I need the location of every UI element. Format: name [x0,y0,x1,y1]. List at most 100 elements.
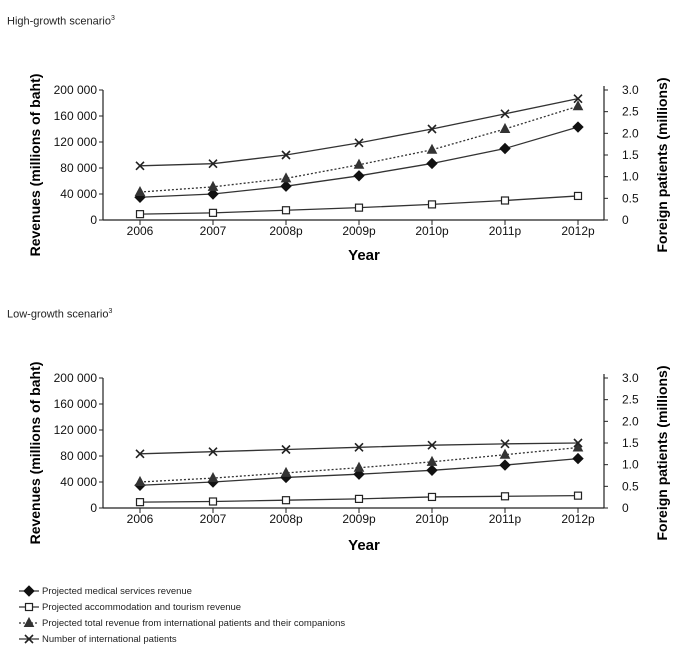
data-point [134,185,146,197]
legend-marker [23,616,35,627]
data-point [353,158,365,169]
data-point [354,494,364,503]
legend-label: Number of international patients [42,633,177,645]
data-point [353,461,365,472]
x-tick-label: 2010p [415,512,449,526]
y-tick-label: 0 [90,213,97,227]
data-point [281,150,291,160]
data-point [572,452,584,465]
legend-item: Projected medical services revenue [18,583,345,599]
data-point [500,492,510,501]
data-point [135,161,145,171]
y-tick-label: 200 000 [54,371,98,385]
data-point [426,464,438,477]
legend-item: Projected accommodation and tourism reve… [18,599,345,615]
series-0 [134,121,584,203]
x-tick-label: 2009p [342,224,376,238]
series-2 [134,441,584,486]
data-point [135,498,145,507]
series-1 [135,491,583,507]
x-tick-label: 2011p [489,224,522,238]
y-tick-label: 120 000 [54,135,98,149]
data-point [573,438,583,448]
axes: 0 40 000 80 000 120 000 160 000 200 000 0 0.5 1.… [54,371,639,526]
series-3 [135,438,583,459]
data-point [208,159,218,169]
y-tick-label: 80 000 [60,161,97,175]
data-point [354,138,364,148]
series-1 [135,191,583,219]
data-point [427,124,437,134]
y-tick-label: 120 000 [54,423,98,437]
chart-legend: Projected medical services revenue Projec… [18,583,345,647]
x-axis-label: Year [348,247,380,264]
data-point [426,143,438,154]
data-point [134,475,146,486]
legend-marker [24,634,34,644]
axes: 0 40 000 80 000 120 000 160 000 200 000 0 0.5 1.… [54,83,639,238]
y2-tick-label: 0 [622,501,629,515]
data-point [280,172,292,183]
chart1-high-growth: 0 40 000 80 000 120 000 160 000 200 000 0 0.5 1.… [27,74,670,264]
data-point [207,180,219,191]
chart2-title: Low-growth scenario3 [7,308,113,321]
chart2-low-growth: 0 40 000 80 000 120 000 160 000 200 000 0 0.5 1.… [27,362,670,554]
data-point [572,441,584,452]
data-point [427,440,437,450]
legend-swatch [19,616,39,627]
y2-tick-label: 2.5 [622,105,639,119]
x-axis-label: Year [348,537,380,554]
data-point [573,94,583,104]
legend-swatch [19,634,39,644]
x-tick-label: 2008p [269,224,303,238]
data-point [499,459,511,471]
y2-tick-label: 1.0 [622,458,639,472]
y-axis-label: Revenues (millions of baht) [27,362,43,545]
y2-axis-label: Foreign patients (millions) [654,77,670,252]
x-tick-label: 2008p [269,512,303,526]
data-point [281,496,291,505]
legend-item: Number of international patients [18,631,345,647]
series-2 [134,100,584,197]
data-point [135,449,145,459]
series-3 [135,94,583,171]
y2-tick-label: 3.0 [622,371,639,385]
data-point [427,200,437,209]
data-point [573,491,583,500]
x-tick-label: 2010p [415,224,449,238]
data-point [499,142,511,155]
y2-tick-label: 0.5 [622,191,639,205]
legend-label: Projected accommodation and tourism reve… [42,601,242,613]
series-0 [134,452,584,491]
y-tick-label: 40 000 [60,187,97,201]
legend-label: Projected medical services revenue [42,585,192,597]
data-point [208,497,218,506]
data-point [280,180,292,192]
legend-marker [24,602,34,612]
y2-tick-label: 3.0 [622,83,639,97]
x-tick-label: 2006 [127,512,154,526]
data-point [281,206,291,215]
data-point [280,466,292,477]
data-point [353,170,365,182]
data-point [500,439,510,449]
y2-tick-label: 0 [622,213,629,227]
data-point [572,121,584,133]
data-point [499,122,511,133]
data-point [208,447,218,457]
x-tick-label: 2012p [561,224,595,238]
data-point [354,203,364,212]
data-point [427,492,437,502]
data-point [208,208,218,217]
y2-tick-label: 2.0 [622,126,639,140]
y2-axis-label: Foreign patients (millions) [654,365,670,540]
y2-tick-label: 1.5 [622,148,639,162]
series-line [139,98,579,167]
data-point [499,448,511,459]
data-point [353,468,365,480]
y-tick-label: 160 000 [54,109,98,123]
y-tick-label: 80 000 [60,449,97,463]
x-tick-label: 2007 [200,224,227,238]
legend-label: Projected total revenue from internation… [42,617,346,629]
legend-swatch [19,602,39,612]
